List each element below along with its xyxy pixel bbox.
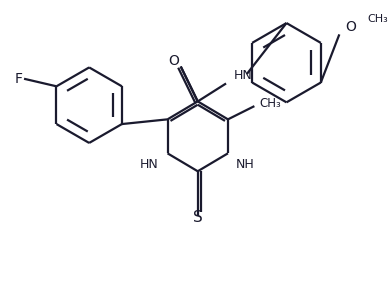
Text: O: O (168, 54, 179, 68)
Text: F: F (14, 72, 23, 86)
Text: HN: HN (139, 158, 158, 171)
Text: HN: HN (234, 69, 252, 82)
Text: CH₃: CH₃ (368, 14, 388, 24)
Text: NH: NH (235, 158, 254, 171)
Text: O: O (345, 20, 356, 34)
Text: S: S (193, 210, 203, 225)
Text: CH₃: CH₃ (259, 97, 281, 110)
